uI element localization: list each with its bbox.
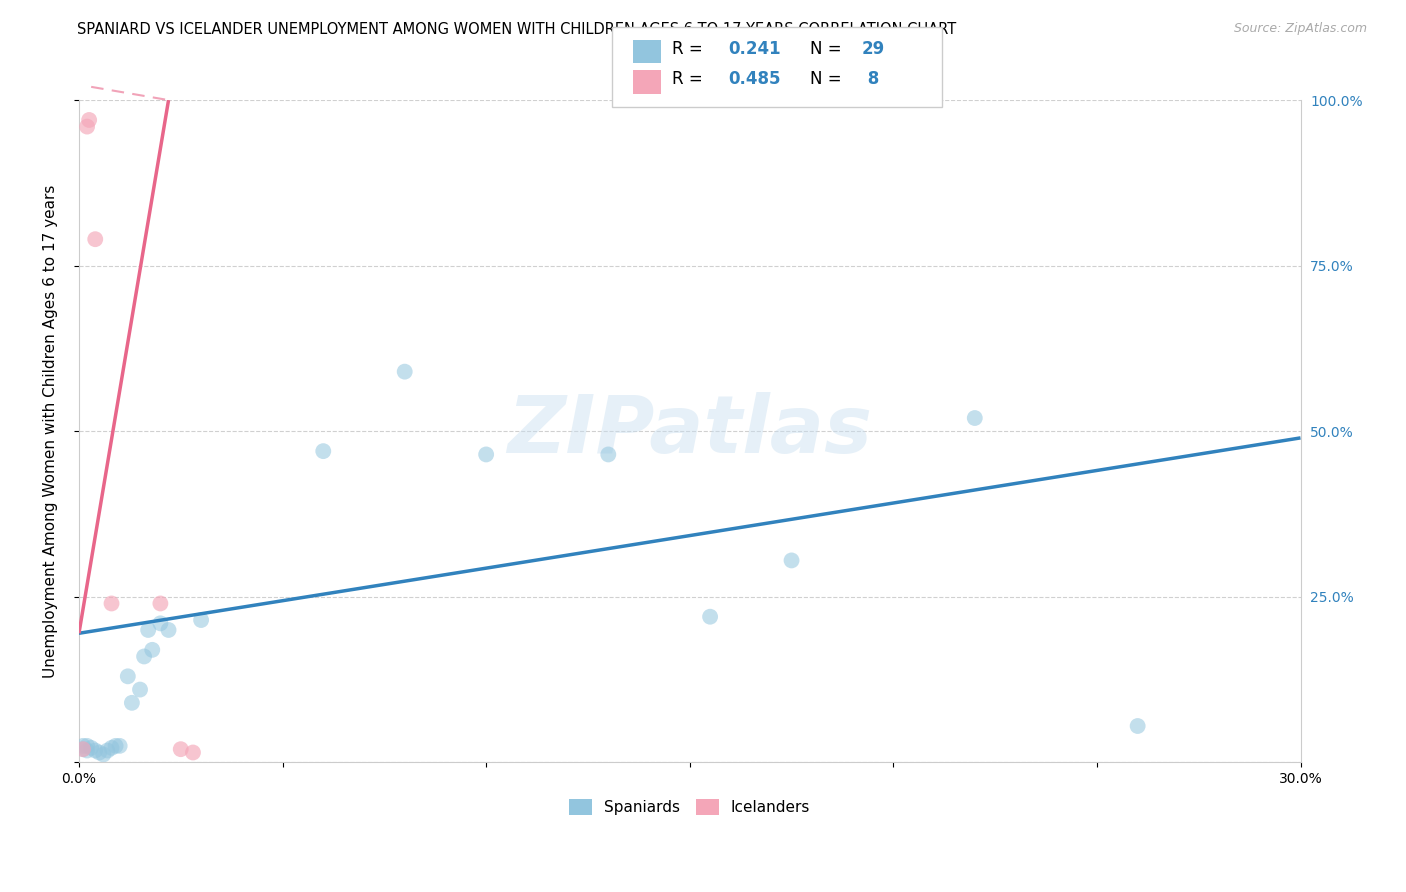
Point [181,746,204,760]
Legend: Spaniards, Icelanders: Spaniards, Icelanders [564,793,817,821]
Text: N =: N = [810,40,846,58]
Point [117,669,139,683]
Point [72,742,94,756]
Point [100,740,122,755]
Point [598,447,620,461]
Point [121,696,143,710]
Point [780,553,803,567]
Point [312,444,335,458]
Text: 0.241: 0.241 [728,40,780,58]
Text: 29: 29 [862,40,886,58]
Point [72,739,94,753]
Text: ZIPatlas: ZIPatlas [508,392,872,470]
Text: SPANIARD VS ICELANDER UNEMPLOYMENT AMONG WOMEN WITH CHILDREN AGES 6 TO 17 YEARS : SPANIARD VS ICELANDER UNEMPLOYMENT AMONG… [77,22,956,37]
Point [100,597,122,611]
Text: 8: 8 [862,70,879,88]
Point [77,112,100,127]
Point [84,232,107,246]
Point [1126,719,1149,733]
Point [132,649,155,664]
Point [149,597,172,611]
Text: R =: R = [672,40,709,58]
Point [84,743,107,757]
Point [93,747,115,762]
Point [104,739,127,753]
Point [72,742,94,756]
Point [76,120,98,134]
Text: N =: N = [810,70,846,88]
Point [699,609,721,624]
Point [149,616,172,631]
Point [394,365,416,379]
Point [129,682,152,697]
Point [108,739,131,753]
Point [170,742,193,756]
Point [76,739,98,753]
Point [89,746,111,760]
Point [141,643,163,657]
Point [136,623,159,637]
Point [963,411,986,425]
Text: R =: R = [672,70,709,88]
Point [190,613,212,627]
Point [76,743,98,757]
Text: Source: ZipAtlas.com: Source: ZipAtlas.com [1233,22,1367,36]
Text: 0.485: 0.485 [728,70,780,88]
Point [475,447,498,461]
Y-axis label: Unemployment Among Women with Children Ages 6 to 17 years: Unemployment Among Women with Children A… [44,185,58,678]
Point [96,743,118,757]
Point [80,740,103,755]
Point [157,623,180,637]
